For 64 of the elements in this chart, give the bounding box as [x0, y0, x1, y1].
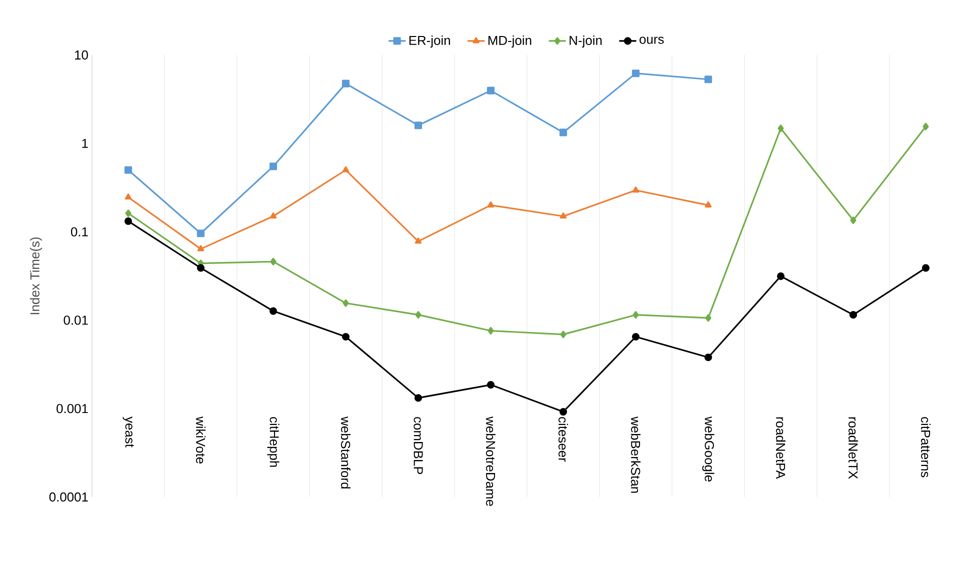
point [269, 162, 278, 170]
y-tick-label: 0.1 [70, 227, 88, 236]
y-tick-label: 10 [75, 50, 88, 60]
point [415, 311, 422, 319]
point [414, 394, 422, 402]
point [124, 193, 132, 200]
point [124, 217, 132, 225]
x-tick-label: yeast [122, 416, 134, 448]
point [342, 166, 350, 172]
x-tick-label: webBerkStan [631, 416, 641, 493]
point [414, 122, 422, 130]
point [778, 124, 784, 132]
point [342, 299, 349, 307]
point [704, 354, 712, 362]
x-tick-label: comDBLP [414, 417, 423, 474]
point [559, 408, 568, 416]
point [704, 76, 712, 84]
x-tick-label: citPatterns [921, 417, 931, 478]
legend-label: N-join [570, 36, 602, 48]
legend-label: ours [640, 36, 664, 44]
point [559, 128, 568, 136]
x-tick-label: roadNetTX [848, 417, 858, 479]
point [704, 201, 712, 208]
x-tick-label: webNotreDame [486, 416, 496, 506]
point [270, 212, 277, 219]
point [342, 332, 350, 341]
point [197, 245, 204, 252]
point [922, 264, 930, 272]
point [486, 380, 495, 389]
point [850, 216, 856, 224]
x-tick-label: citeseer [558, 417, 568, 462]
y-axis-title: Index Time(s) [30, 237, 42, 314]
point [125, 209, 132, 218]
x-tick-label: webStanford [341, 416, 351, 488]
y-tick-label: 0.01 [64, 316, 88, 325]
x-tick-label: citHepph [267, 417, 280, 467]
point [560, 212, 567, 219]
point [632, 332, 640, 341]
point [488, 326, 494, 335]
point [632, 70, 640, 78]
y-tick-label: 1 [82, 138, 88, 148]
x-tick-label: roadNetPA [776, 417, 786, 479]
point [196, 264, 205, 272]
point [487, 201, 494, 208]
point [342, 80, 350, 88]
point [705, 314, 712, 322]
legend-label: MD-join [488, 36, 532, 48]
point [124, 166, 132, 174]
point [269, 307, 278, 315]
point [849, 311, 858, 319]
x-tick-label: webGoogle [702, 416, 714, 482]
point [560, 330, 566, 338]
point [922, 122, 929, 130]
point [776, 272, 785, 280]
point [632, 311, 639, 319]
point [414, 238, 422, 244]
y-tick-label: 0.0001 [49, 492, 88, 502]
point [270, 258, 276, 266]
point [632, 186, 640, 193]
y-tick-label: 0.001 [56, 404, 88, 414]
legend-label: ER-join [409, 36, 450, 48]
x-tick-label: wikiVote [196, 416, 206, 464]
point [486, 86, 495, 94]
point [196, 230, 205, 238]
